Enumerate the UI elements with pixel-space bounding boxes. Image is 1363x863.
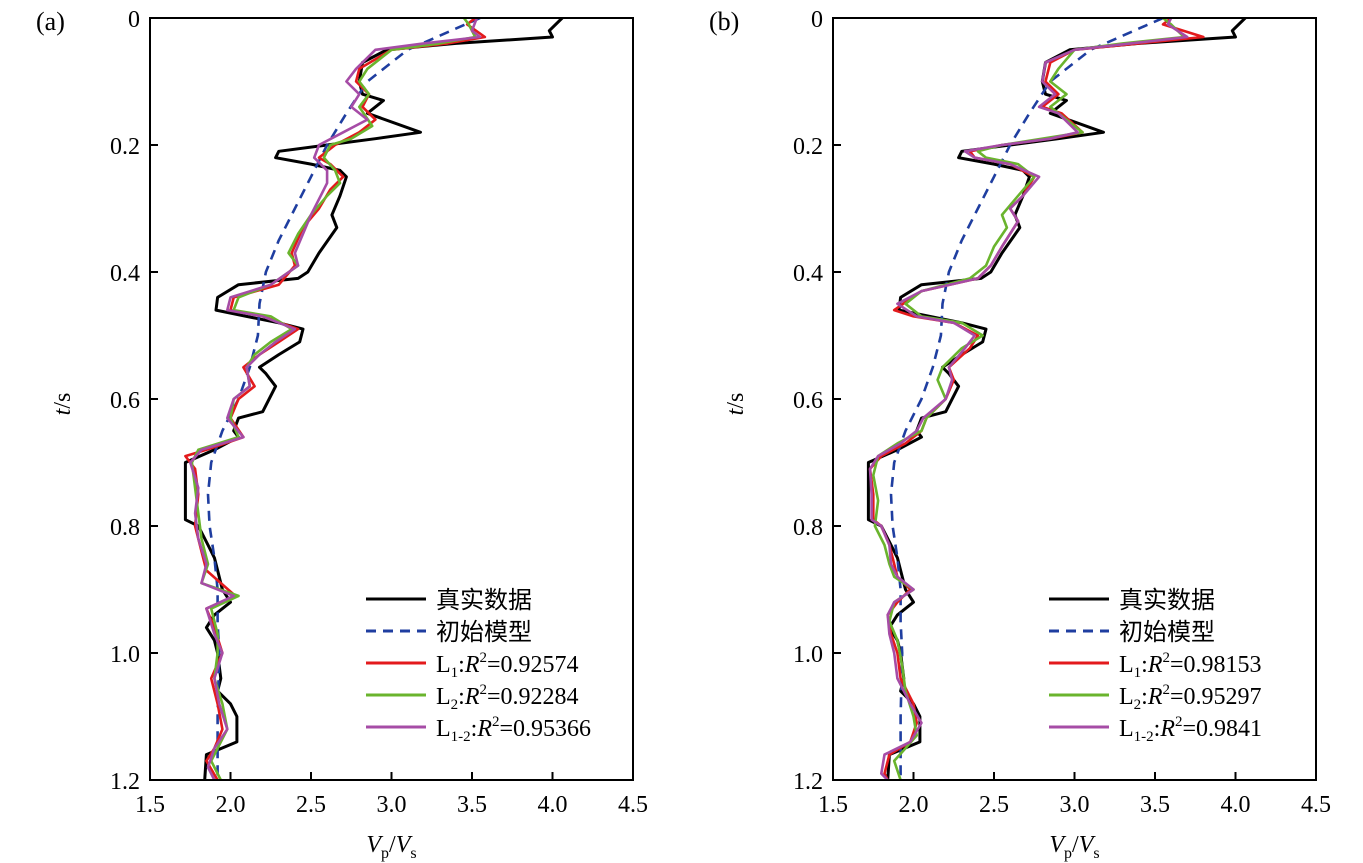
y-axis-label: t/s [723, 393, 749, 416]
y-axis-label: t/s [50, 393, 76, 416]
legend-label-4: L1-2:R2=0.95366 [436, 714, 591, 745]
y-tick-label: 1.2 [793, 769, 823, 795]
series-line-0 [866, 18, 1247, 780]
series-line-4 [189, 18, 482, 780]
x-tick-label: 4.0 [1221, 792, 1251, 818]
x-tick-label: 2.0 [899, 792, 929, 818]
x-tick-label: 2.5 [979, 792, 1009, 818]
legend-label-2: L1:R2=0.98153 [1119, 650, 1262, 681]
y-tick-label: 0 [811, 7, 823, 33]
legend-label-0: 真实数据 [1119, 587, 1215, 614]
legend-label-4: L1-2:R2=0.9841 [1119, 714, 1262, 745]
x-tick-label: 4.5 [1301, 792, 1331, 818]
x-tick-label: 3.5 [457, 792, 487, 818]
y-tick-label: 1.2 [110, 769, 140, 795]
y-tick-label: 0.2 [793, 134, 823, 160]
panel-b: (b) 1.5 2.0 2.5 3.0 3.5 4.0 4.5 0 0.2 0.4 0.6 0.8 1.0… [709, 7, 1331, 862]
y-tick-label: 0 [128, 7, 140, 33]
legend-label-1: 初始模型 [1119, 619, 1215, 646]
legend-label-3: L2:R2=0.92284 [436, 682, 579, 713]
y-tick-label: 0.2 [110, 134, 140, 160]
x-tick-label: 1.5 [135, 792, 165, 818]
y-tick-label: 0.8 [793, 515, 823, 541]
x-tick-label: 1.5 [818, 792, 848, 818]
x-tick-label: 4.5 [618, 792, 648, 818]
x-tick-label: 4.0 [538, 792, 568, 818]
x-tick-label: 2.5 [296, 792, 326, 818]
legend-label-0: 真实数据 [436, 587, 532, 614]
legend-label-2: L1:R2=0.92574 [436, 650, 579, 681]
series-lines [866, 18, 1247, 780]
x-axis-label: Vp/Vs [366, 832, 416, 862]
y-tick-label: 1.0 [793, 642, 823, 668]
x-tick-label: 3.0 [1060, 792, 1090, 818]
y-tick-label: 0.8 [110, 515, 140, 541]
y-tick-label: 0.6 [110, 388, 140, 414]
y-tick-label: 0.4 [793, 261, 823, 287]
legend-label-1: 初始模型 [436, 619, 532, 646]
x-tick-label: 3.5 [1140, 792, 1170, 818]
x-tick-label: 3.0 [377, 792, 407, 818]
panel-label: (b) [709, 7, 739, 36]
series-line-4 [868, 18, 1189, 780]
panel-label: (a) [36, 7, 65, 36]
panel-a: (a) 1.5 2.0 2.5 3.0 3.5 4.0 4.5 0 0.2 0.4 0.6 0.8 1.0… [36, 7, 648, 862]
legend-label-3: L2:R2=0.95297 [1119, 682, 1262, 713]
series-line-1 [206, 18, 481, 780]
y-tick-label: 0.6 [793, 388, 823, 414]
series-lines [183, 18, 564, 780]
y-tick-label: 1.0 [110, 642, 140, 668]
x-axis-label: Vp/Vs [1049, 832, 1099, 862]
y-tick-label: 0.4 [110, 261, 140, 287]
x-tick-label: 2.0 [216, 792, 246, 818]
